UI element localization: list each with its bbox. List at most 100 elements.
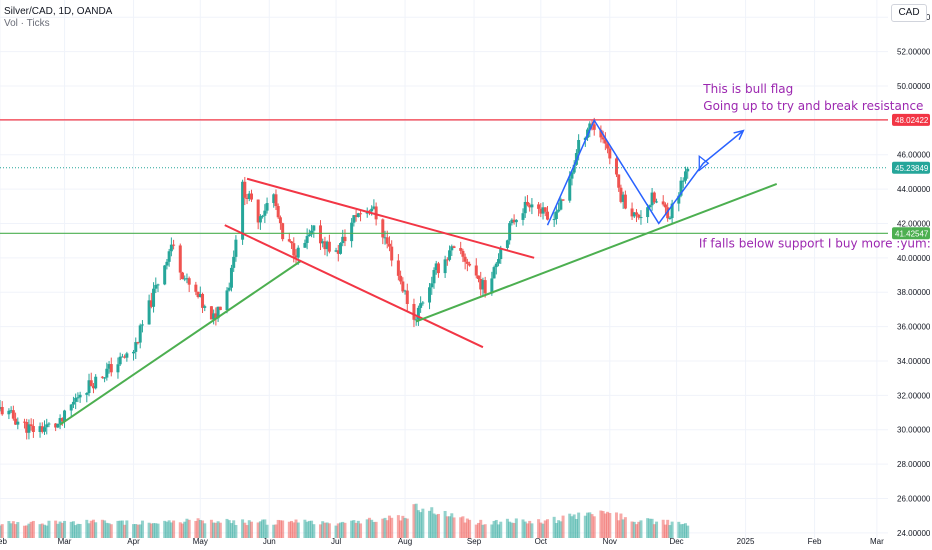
- price-label-box: [892, 161, 930, 174]
- candle-body: [412, 303, 416, 320]
- candle: [201, 292, 205, 313]
- candle-body: [321, 241, 325, 244]
- candle-body: [201, 293, 205, 308]
- volume-bar: [167, 520, 171, 538]
- candle: [481, 277, 485, 296]
- candle: [396, 254, 400, 281]
- candle-body: [617, 174, 621, 188]
- volume-bar: [47, 520, 51, 538]
- candle: [38, 422, 42, 438]
- volume-bar: [465, 518, 469, 538]
- volume-bar: [463, 522, 467, 538]
- candle: [305, 228, 309, 250]
- candle: [474, 258, 478, 279]
- volume-bar: [452, 517, 456, 538]
- candle: [78, 391, 82, 403]
- candle-body: [169, 244, 173, 252]
- volume-bar: [165, 521, 169, 538]
- volume-bar: [294, 519, 298, 538]
- candle: [419, 296, 423, 313]
- candle-body: [577, 139, 581, 154]
- candle: [372, 199, 376, 210]
- candle: [428, 283, 432, 310]
- volume-bar: [258, 521, 262, 538]
- candle-body: [256, 199, 260, 223]
- volume-bar: [352, 520, 356, 538]
- volume-bar: [537, 519, 541, 538]
- volume-bar: [679, 524, 683, 538]
- volume-bar: [403, 517, 407, 538]
- volume-bar: [428, 510, 432, 538]
- candle-body: [514, 219, 518, 223]
- volume-bar: [225, 518, 229, 538]
- price-tick-label: 46.00000: [897, 151, 931, 160]
- volume-bar: [152, 523, 156, 538]
- candle: [352, 215, 356, 227]
- volume-bar: [399, 520, 403, 538]
- currency-button[interactable]: CAD: [891, 4, 927, 22]
- volume-bar: [154, 523, 158, 538]
- time-tick-label: Jun: [263, 537, 276, 546]
- candle: [56, 423, 60, 429]
- candle: [276, 203, 280, 219]
- candle-body: [194, 284, 198, 292]
- candle-body: [668, 218, 672, 220]
- candle: [91, 382, 95, 394]
- candle: [22, 418, 26, 429]
- candle: [356, 212, 360, 218]
- volume-bar: [292, 522, 296, 538]
- candle: [247, 190, 251, 202]
- candle-body: [387, 243, 391, 247]
- volume-bar: [374, 521, 378, 538]
- trendline: [415, 182, 778, 323]
- candle-body: [599, 129, 603, 138]
- candle: [655, 198, 659, 204]
- candle-body: [608, 148, 612, 159]
- volume-bar: [661, 519, 665, 538]
- candle: [683, 166, 687, 184]
- volume-bar: [140, 520, 144, 538]
- volume-bar: [156, 523, 160, 538]
- candle-body: [530, 204, 534, 208]
- arrow-head: [733, 129, 745, 141]
- volume-bar: [71, 521, 75, 538]
- candle: [381, 218, 385, 245]
- price-label: 41.42547: [892, 227, 930, 240]
- candle-body: [165, 261, 169, 266]
- candle-body: [663, 204, 667, 208]
- candle-body: [399, 275, 403, 282]
- candle: [156, 283, 160, 293]
- candle: [387, 236, 391, 252]
- candle-body: [227, 287, 231, 291]
- candle-body: [434, 263, 438, 271]
- volume-bar: [372, 521, 376, 538]
- candle-body: [592, 124, 596, 130]
- candle: [537, 202, 541, 217]
- volume-bar: [341, 521, 345, 538]
- candle: [401, 277, 405, 293]
- candle: [543, 207, 547, 217]
- candle: [452, 245, 456, 249]
- candle: [552, 212, 556, 227]
- candle: [69, 403, 73, 418]
- volume-bar: [356, 520, 360, 538]
- candle-body: [89, 380, 93, 386]
- candle: [167, 248, 171, 267]
- candle: [278, 215, 282, 230]
- candle-body: [47, 423, 51, 425]
- volume-bar: [31, 520, 35, 538]
- candle-body: [147, 300, 151, 325]
- candle: [646, 203, 650, 223]
- time-tick-label: Dec: [669, 537, 683, 546]
- candle-body: [225, 290, 229, 311]
- candle: [134, 337, 138, 359]
- candle-body: [258, 216, 262, 223]
- candle: [256, 199, 260, 230]
- volume-bar: [43, 524, 47, 538]
- candle: [412, 298, 416, 328]
- candle: [178, 243, 182, 281]
- candle: [339, 242, 343, 255]
- volume-bar: [630, 521, 634, 538]
- candle-body: [450, 246, 454, 251]
